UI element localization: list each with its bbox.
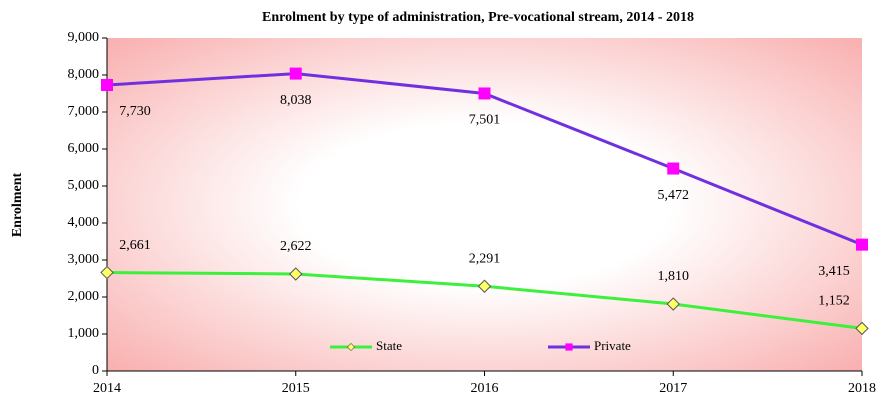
x-tick-label: 2016 [471,381,499,396]
x-tick-label: 2017 [659,381,687,396]
data-label: 7,730 [119,104,151,119]
data-point [100,265,114,280]
data-label: 7,501 [469,113,501,128]
data-label: 2,661 [119,238,151,253]
x-tick-label: 2018 [848,381,876,396]
data-label: 2,622 [280,239,312,254]
y-tick-label: 5,000 [68,178,100,193]
y-tick-label: 2,000 [68,289,100,304]
legend-marker [346,342,356,352]
data-point [289,67,302,80]
y-tick-label: 1,000 [68,326,100,341]
y-tick-label: 7,000 [68,104,100,119]
x-tick-label: 2015 [282,381,310,396]
data-point [477,279,492,293]
data-point [101,78,113,91]
data-point [478,87,491,100]
x-tick-label: 2014 [93,381,121,396]
y-tick-label: 3,000 [68,252,100,267]
data-point [667,162,680,175]
legend-marker [565,343,573,351]
data-label: 1,152 [818,294,850,309]
data-label: 2,291 [469,251,501,266]
data-label: 3,415 [818,264,850,279]
data-point [856,238,868,251]
y-tick-label: 6,000 [68,141,100,156]
y-tick-label: 9,000 [68,30,100,45]
data-label: 1,810 [658,269,690,284]
y-tick-label: 8,000 [68,67,100,82]
y-tick-label: 4,000 [68,215,100,230]
y-tick-label: 0 [92,363,99,378]
y-axis-label: Enrolment [10,173,25,238]
data-point [289,267,303,281]
legend-label: State [376,338,402,353]
data-point [666,297,680,311]
data-point [855,321,869,336]
data-label: 8,038 [280,93,312,108]
data-label: 5,472 [658,188,690,203]
legend-label: Private [594,338,631,353]
chart-title: Enrolment by type of administration, Pre… [262,10,694,25]
